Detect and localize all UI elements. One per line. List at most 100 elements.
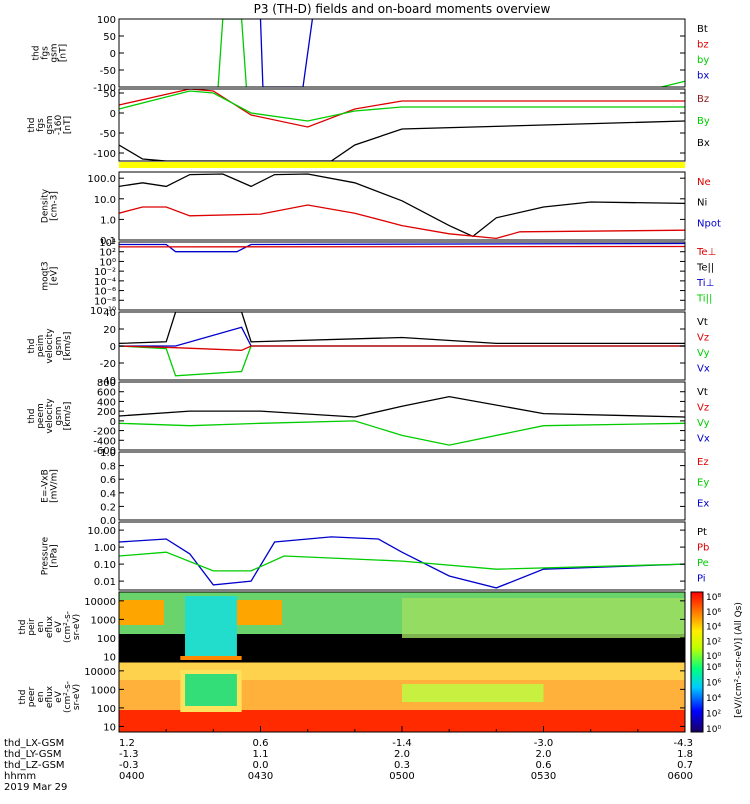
legend-item: Vx — [697, 364, 710, 375]
series-Ne — [119, 205, 685, 238]
colorbar-tick: 10⁰ — [706, 725, 721, 735]
data-quality-bar — [119, 162, 685, 168]
legend-item: Ti⊥ — [696, 278, 714, 289]
legend-item: By — [697, 116, 710, 127]
ytick-label: -20 — [100, 359, 116, 370]
colorbar: 10⁸10⁶10⁴10²10⁰10⁸10⁶10⁴10²10⁰[eV/(cm²-s… — [691, 592, 744, 735]
colorbar-tick: 10² — [706, 710, 721, 720]
ytick-label: 0 — [110, 49, 116, 60]
legend-item: Vz — [697, 333, 709, 344]
ytick-label: -100 — [93, 149, 116, 160]
xaxis-row-value: -3.0 — [534, 738, 554, 749]
ytick-label: 1.0 — [100, 215, 116, 226]
xaxis-row-value: 0.3 — [394, 760, 410, 771]
legend-item: Npot — [697, 218, 721, 229]
ytick-label: 20 — [103, 325, 116, 336]
panel-frame — [119, 89, 685, 161]
plot-area-fgs160 — [119, 89, 685, 161]
legend-item: Ex — [697, 498, 709, 509]
legend-item: by — [697, 55, 709, 66]
ytick-label: 1.00 — [94, 543, 116, 554]
ytick-label: 0.10 — [94, 560, 116, 571]
xaxis-row-value: 0600 — [668, 771, 693, 782]
plasma-sheet-block — [185, 596, 237, 658]
ytick-label: 0.2 — [100, 502, 116, 513]
ytick-label: -50 — [100, 129, 116, 140]
date-label: 2019 Mar 29 — [4, 782, 67, 793]
ytick-label: 10.0 — [94, 195, 116, 206]
ylabel-line: [mV/m] — [50, 469, 60, 503]
series-Vt — [119, 397, 685, 417]
plot-area-peir — [119, 592, 685, 662]
series-Vt — [119, 312, 685, 343]
ytick-label: 10 — [103, 652, 116, 663]
colorbar-tick: 10⁴ — [706, 623, 721, 633]
ytick-label: 40 — [103, 308, 116, 319]
mixed-region — [402, 598, 685, 638]
ytick-label: 100 — [97, 634, 116, 645]
series-Ni — [119, 174, 685, 236]
legend-item: Vt — [697, 317, 708, 328]
legend-item: Vz — [697, 403, 709, 414]
ytick-label: -50 — [100, 66, 116, 77]
xaxis-row-value: -4.3 — [673, 738, 693, 749]
ytick-label: 1000 — [91, 615, 116, 626]
series-Bx — [119, 121, 685, 161]
xaxis-row-value: 0.6 — [536, 760, 552, 771]
mixed-region — [402, 684, 544, 702]
ylabel-line: [km/s] — [63, 332, 73, 361]
series-By — [119, 91, 685, 121]
xaxis-row-value: -1.4 — [392, 738, 412, 749]
legend-item: bz — [697, 40, 709, 51]
page-title: P3 (TH-D) fields and on-board moments ov… — [254, 2, 551, 16]
plot-area-fgs — [218, 19, 685, 87]
plot-area-moqt3 — [119, 244, 685, 252]
legend-item: Bx — [697, 138, 710, 149]
ylabel-line: [nT] — [63, 116, 73, 134]
xaxis-row-value: 0430 — [248, 771, 273, 782]
ytick-label: 1.0 — [100, 448, 116, 459]
colorbar-tick: 10⁶ — [706, 608, 721, 618]
plot-area-peem — [119, 397, 685, 446]
ytick-label: 0 — [110, 342, 116, 353]
bottom-bar — [180, 656, 241, 660]
xaxis-row-value: 0500 — [389, 771, 414, 782]
ylabel-line: [nT] — [59, 44, 69, 62]
ytick-label: 1000 — [91, 685, 116, 696]
colorbar-tick: 10⁰ — [706, 652, 721, 662]
legend-item: Pt — [697, 527, 707, 538]
series-by — [218, 19, 246, 87]
ytick-label: 10 — [103, 722, 116, 733]
plot-area-pressure — [119, 537, 685, 588]
ytick-label: 0.4 — [100, 489, 116, 500]
legend-item: Pe — [697, 558, 709, 569]
ytick-label: 10000 — [84, 667, 116, 678]
ylabel-line: [km/s] — [63, 402, 73, 431]
xaxis-row-value: 2.0 — [536, 749, 552, 760]
legend-item: Vt — [697, 387, 708, 398]
ytick-label: 100 — [97, 704, 116, 715]
ylabel-line: sr-eV) — [72, 684, 82, 710]
plasma-sheet-block — [185, 674, 237, 706]
ytick-label: 100 — [97, 15, 116, 26]
ytick-label: 0 — [110, 109, 116, 120]
series-Vz — [119, 346, 685, 350]
series-bx — [261, 19, 313, 87]
panel-frame — [119, 382, 685, 450]
xaxis-row-value: 1.8 — [677, 749, 693, 760]
ylabel-line: [cm-3] — [50, 191, 60, 221]
ytick-label: 0.6 — [100, 475, 116, 486]
legend-item: Bt — [697, 24, 708, 35]
xaxis-row-label: thd_LY-GSM — [4, 749, 61, 760]
ytick-label: 50 — [103, 89, 116, 100]
ytick-label: 0.01 — [94, 577, 116, 588]
